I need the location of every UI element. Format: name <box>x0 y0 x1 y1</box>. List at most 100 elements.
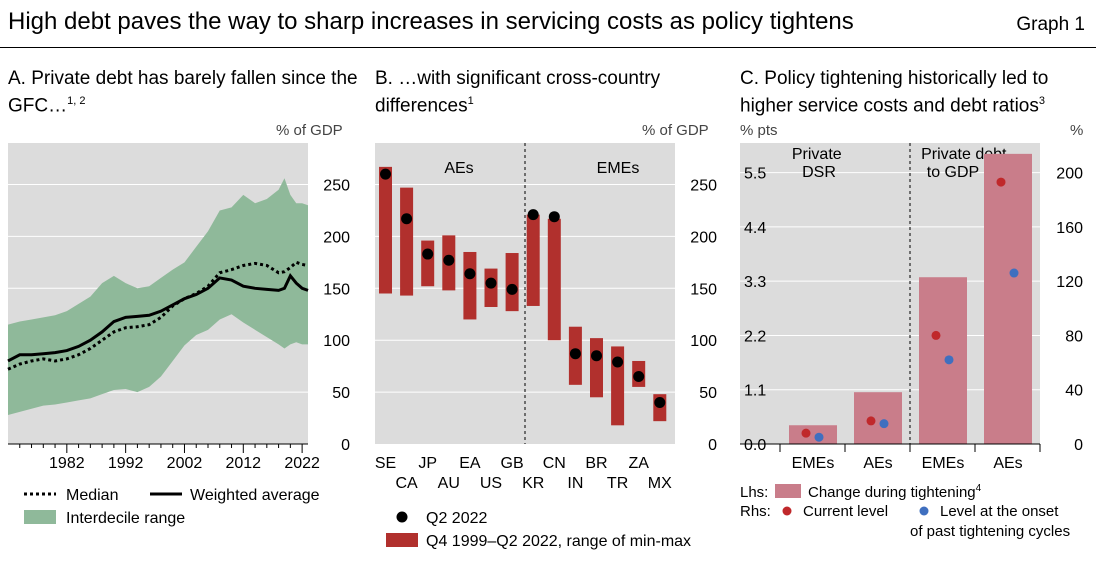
y-tick-label-right: 120 <box>1056 274 1083 291</box>
y-tick-label: 50 <box>699 385 717 402</box>
legend-lhs-label: Lhs: <box>740 484 768 501</box>
legend-median-label: Median <box>66 487 118 504</box>
legend-change-label: Change during tightening4 <box>808 483 982 501</box>
x-tick-label: 2002 <box>167 455 203 472</box>
legend-rhs-label: Rhs: <box>740 503 771 520</box>
interdecile-range-area <box>8 178 308 415</box>
panel-c-title: C. Policy tightening historically led to… <box>740 68 1049 117</box>
x-label-aes: AEs <box>993 455 1022 472</box>
y-tick-label: 100 <box>690 333 717 350</box>
legend-range-swatch <box>24 510 56 524</box>
range-bar-br <box>590 338 603 398</box>
y-tick-label-right: 0 <box>1074 437 1083 454</box>
x-label-za: ZA <box>628 455 649 472</box>
x-label-se: SE <box>375 455 396 472</box>
range-bar-ca <box>400 187 414 296</box>
legend-change-swatch <box>775 484 801 498</box>
legend-current-swatch <box>782 506 792 516</box>
y-tick-label: 250 <box>690 178 717 195</box>
weighted-average-line <box>7 273 309 363</box>
y-tick-label-right: 200 <box>1056 166 1083 183</box>
q2-2022-dot-tr <box>612 356 624 368</box>
panel-a-chart: 0 50 100 150 200 250 1982 1992 2002 2012 2022 <box>7 143 350 472</box>
graph-number: Graph 1 <box>1016 14 1085 35</box>
change-bar-debt-aes <box>984 153 1032 444</box>
range-bar-kr <box>526 214 540 306</box>
panel-a-title: A. Private debt has barely fallen since … <box>8 68 358 117</box>
q2-2022-dot-kr <box>527 209 539 221</box>
x-label-ea: EA <box>459 455 481 472</box>
q2-2022-dot-za <box>633 371 645 383</box>
x-label-in: IN <box>567 475 583 492</box>
x-label-emes: EMEs <box>922 455 965 472</box>
section-label-dsr: Private DSR <box>792 146 846 181</box>
current-dot-dsr-emes <box>801 428 811 438</box>
x-label-cn: CN <box>543 455 566 472</box>
q2-2022-dot-cn <box>548 211 560 223</box>
onset-dot-dsr-aes <box>879 419 889 429</box>
x-label-tr: TR <box>607 475 628 492</box>
range-bar-cn <box>547 218 561 341</box>
legend-q2-2022-label: Q2 2022 <box>426 510 487 527</box>
group-label-emes: EMEs <box>597 160 640 177</box>
x-tick-label: 1982 <box>49 455 85 472</box>
panel-c-unit-left: % pts <box>740 122 778 139</box>
change-bar-dsr-aes <box>854 392 902 444</box>
range-bar-ea <box>463 251 477 320</box>
onset-dot-debt-aes <box>1009 268 1019 278</box>
onset-dot-dsr-emes <box>814 432 824 442</box>
panel-b-title: B. …with significant cross-country differ… <box>375 68 661 117</box>
y-tick-label: 150 <box>323 281 350 298</box>
y-tick-label: 0 <box>341 437 350 454</box>
x-label-aes: AEs <box>863 455 892 472</box>
y-tick-label-right: 160 <box>1056 220 1083 237</box>
x-label-gb: GB <box>501 455 524 472</box>
x-label-br: BR <box>585 455 607 472</box>
y-tick-label-right: 40 <box>1065 383 1083 400</box>
range-bar-jp <box>421 240 435 287</box>
x-label-us: US <box>480 475 502 492</box>
current-dot-debt-aes <box>996 177 1006 187</box>
title-rule <box>0 47 1096 48</box>
y-tick-label: 250 <box>323 178 350 195</box>
q2-2022-dot-ea <box>464 268 476 280</box>
y-tick-label: 100 <box>323 333 350 350</box>
y-tick-label-left: 5.5 <box>744 166 766 183</box>
panel-b-unit: % of GDP <box>642 122 709 139</box>
legend-onset-label-1: Level at the onset <box>940 503 1059 520</box>
q2-2022-dot-jp <box>422 248 434 260</box>
panel-c-legend: Lhs: Change during tightening4 Rhs: Curr… <box>740 483 1070 540</box>
x-label-jp: JP <box>418 455 437 472</box>
y-tick-label: 200 <box>690 229 717 246</box>
y-tick-label: 0 <box>708 437 717 454</box>
group-label-aes: AEs <box>444 160 473 177</box>
legend-weighted-label: Weighted average <box>190 487 320 504</box>
y-tick-label-left: 1.1 <box>744 383 766 400</box>
q2-2022-dot-ca <box>401 213 413 225</box>
y-tick-label-left: 2.2 <box>744 328 766 345</box>
x-label-emes: EMEs <box>792 455 835 472</box>
q2-2022-dot-in <box>569 348 581 360</box>
change-bar-dsr-emes <box>789 425 837 444</box>
legend-range-bar-label: Q4 1999–Q2 2022, range of min-max <box>426 533 691 550</box>
panel-b-legend: Q2 2022 Q4 1999–Q2 2022, range of min-ma… <box>386 510 691 550</box>
panel-a-legend: Median Weighted average Interdecile rang… <box>24 487 320 527</box>
x-label-ca: CA <box>395 475 418 492</box>
x-tick-label: 2022 <box>284 455 320 472</box>
q2-2022-dot-mx <box>654 396 666 408</box>
legend-q2-2022-swatch <box>396 511 408 523</box>
q2-2022-dot-gb <box>506 283 518 295</box>
panel-c-chart: Private DSR Private debt to GDP 0.01.12.… <box>740 143 1083 472</box>
change-bar-debt-emes <box>919 277 967 444</box>
q2-2022-dot-se <box>380 168 391 180</box>
legend-onset-swatch <box>919 506 929 516</box>
y-tick-label: 150 <box>690 281 717 298</box>
q2-2022-dot-br <box>591 350 602 362</box>
q2-2022-dot-au <box>443 254 455 266</box>
x-tick-label: 2012 <box>225 455 261 472</box>
current-dot-dsr-aes <box>866 416 876 426</box>
page-title: High debt paves the way to sharp increas… <box>8 8 854 35</box>
x-label-kr: KR <box>522 475 544 492</box>
